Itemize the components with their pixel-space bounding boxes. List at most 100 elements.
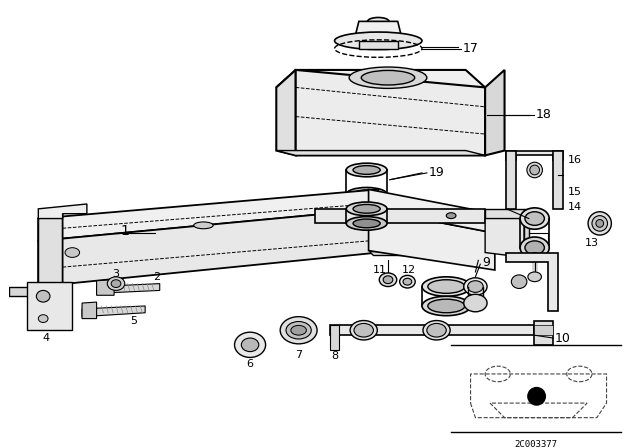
Polygon shape: [97, 284, 160, 293]
Polygon shape: [506, 253, 558, 311]
Polygon shape: [330, 325, 534, 335]
Polygon shape: [82, 302, 97, 319]
Ellipse shape: [428, 280, 465, 293]
Text: 4: 4: [42, 333, 50, 343]
Polygon shape: [506, 151, 516, 209]
Ellipse shape: [350, 320, 378, 340]
Polygon shape: [38, 204, 87, 219]
Ellipse shape: [349, 67, 427, 88]
Ellipse shape: [399, 276, 415, 288]
Polygon shape: [276, 151, 485, 155]
Ellipse shape: [520, 237, 549, 258]
Ellipse shape: [353, 204, 380, 213]
Ellipse shape: [234, 332, 266, 358]
Ellipse shape: [286, 322, 311, 339]
Polygon shape: [369, 190, 495, 233]
Ellipse shape: [588, 212, 611, 235]
Ellipse shape: [380, 273, 397, 287]
Text: 10: 10: [555, 332, 571, 345]
Ellipse shape: [446, 213, 456, 219]
Ellipse shape: [464, 294, 487, 312]
Ellipse shape: [422, 277, 470, 296]
Text: 18: 18: [536, 108, 552, 121]
Polygon shape: [506, 151, 563, 160]
Text: 7: 7: [295, 349, 302, 360]
Text: 3: 3: [113, 269, 120, 279]
Ellipse shape: [403, 278, 412, 285]
Polygon shape: [38, 190, 378, 241]
Text: 9: 9: [482, 256, 490, 269]
Ellipse shape: [65, 248, 79, 258]
Ellipse shape: [592, 215, 607, 231]
Text: 8: 8: [331, 352, 338, 362]
Ellipse shape: [36, 290, 50, 302]
Ellipse shape: [353, 219, 380, 228]
Polygon shape: [485, 219, 524, 258]
Ellipse shape: [468, 281, 483, 293]
Polygon shape: [534, 320, 553, 345]
Polygon shape: [27, 282, 72, 330]
Polygon shape: [38, 214, 63, 291]
Text: 1: 1: [121, 224, 130, 238]
Text: 11: 11: [373, 265, 387, 275]
Text: 5: 5: [130, 315, 137, 326]
Text: 14: 14: [568, 202, 582, 212]
Ellipse shape: [427, 323, 446, 337]
Polygon shape: [38, 209, 378, 287]
Ellipse shape: [354, 323, 373, 337]
Ellipse shape: [111, 280, 121, 288]
Polygon shape: [485, 70, 504, 155]
Text: 19: 19: [429, 166, 445, 179]
Ellipse shape: [38, 314, 48, 323]
Ellipse shape: [346, 216, 387, 230]
Ellipse shape: [194, 222, 213, 229]
Ellipse shape: [346, 163, 387, 177]
Ellipse shape: [291, 325, 307, 335]
Ellipse shape: [367, 17, 389, 25]
Ellipse shape: [362, 70, 415, 85]
Polygon shape: [553, 151, 563, 209]
Text: 2: 2: [153, 272, 161, 282]
Ellipse shape: [530, 165, 540, 175]
Ellipse shape: [346, 202, 387, 215]
Ellipse shape: [428, 299, 465, 313]
Ellipse shape: [353, 166, 380, 174]
Text: 12: 12: [403, 265, 417, 275]
Polygon shape: [296, 70, 485, 155]
Text: 2C003377: 2C003377: [514, 440, 557, 448]
Ellipse shape: [422, 296, 470, 316]
Ellipse shape: [464, 278, 487, 295]
Ellipse shape: [346, 187, 387, 201]
Ellipse shape: [529, 253, 541, 262]
Polygon shape: [9, 287, 38, 296]
Polygon shape: [330, 325, 339, 350]
Polygon shape: [534, 325, 553, 335]
Ellipse shape: [423, 320, 450, 340]
Text: 17: 17: [463, 42, 479, 55]
Ellipse shape: [241, 338, 259, 352]
Ellipse shape: [525, 241, 545, 254]
Polygon shape: [276, 70, 296, 155]
Polygon shape: [97, 280, 114, 295]
Text: 13: 13: [585, 238, 599, 248]
Polygon shape: [369, 204, 427, 209]
Ellipse shape: [596, 220, 604, 227]
Ellipse shape: [511, 275, 527, 289]
Ellipse shape: [108, 277, 125, 290]
Ellipse shape: [528, 272, 541, 282]
Ellipse shape: [383, 276, 393, 284]
Polygon shape: [82, 306, 145, 317]
Polygon shape: [369, 250, 427, 255]
Ellipse shape: [353, 190, 380, 198]
Text: 15: 15: [568, 187, 582, 197]
Polygon shape: [369, 209, 495, 270]
Ellipse shape: [527, 162, 543, 178]
Polygon shape: [524, 209, 529, 258]
Ellipse shape: [528, 388, 545, 405]
Polygon shape: [315, 209, 485, 224]
Polygon shape: [38, 287, 63, 301]
Polygon shape: [354, 22, 403, 41]
Ellipse shape: [280, 317, 317, 344]
Ellipse shape: [335, 32, 422, 50]
Text: 6: 6: [246, 359, 253, 369]
